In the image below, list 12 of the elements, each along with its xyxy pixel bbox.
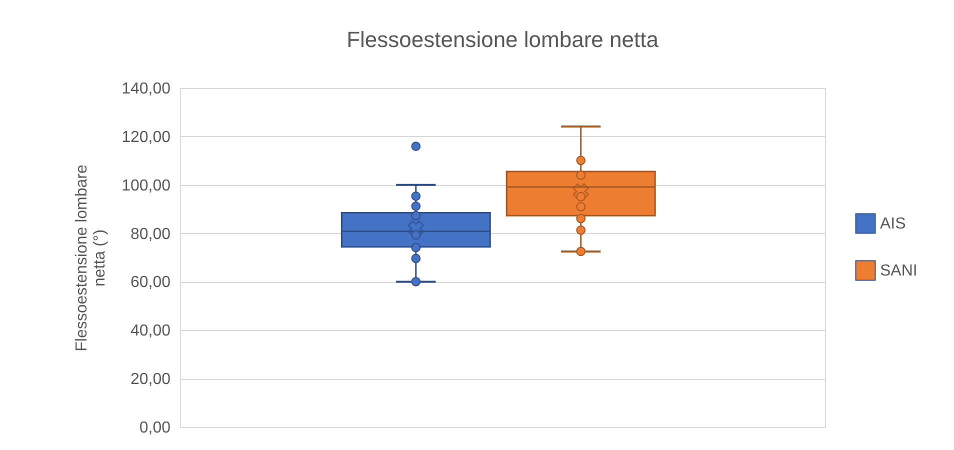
legend-label: SANI: [880, 262, 918, 280]
y-tick-label: 0,00: [139, 420, 171, 436]
y-tick-label: 60,00: [130, 274, 171, 292]
legend-label: AIS: [880, 216, 906, 232]
y-tick-label: 40,00: [130, 322, 171, 340]
y-tick-label: 100,00: [122, 177, 171, 194]
y-tick-label: 140,00: [122, 80, 171, 98]
y-tick-label: 120,00: [122, 128, 171, 146]
y-tick-label: 20,00: [130, 371, 171, 388]
y-tick-label: 80,00: [130, 226, 171, 243]
chart-title: Flessoestensione lombare netta: [346, 27, 660, 52]
y-axis-title: Flessoestensione lombare netta (°): [74, 164, 109, 352]
